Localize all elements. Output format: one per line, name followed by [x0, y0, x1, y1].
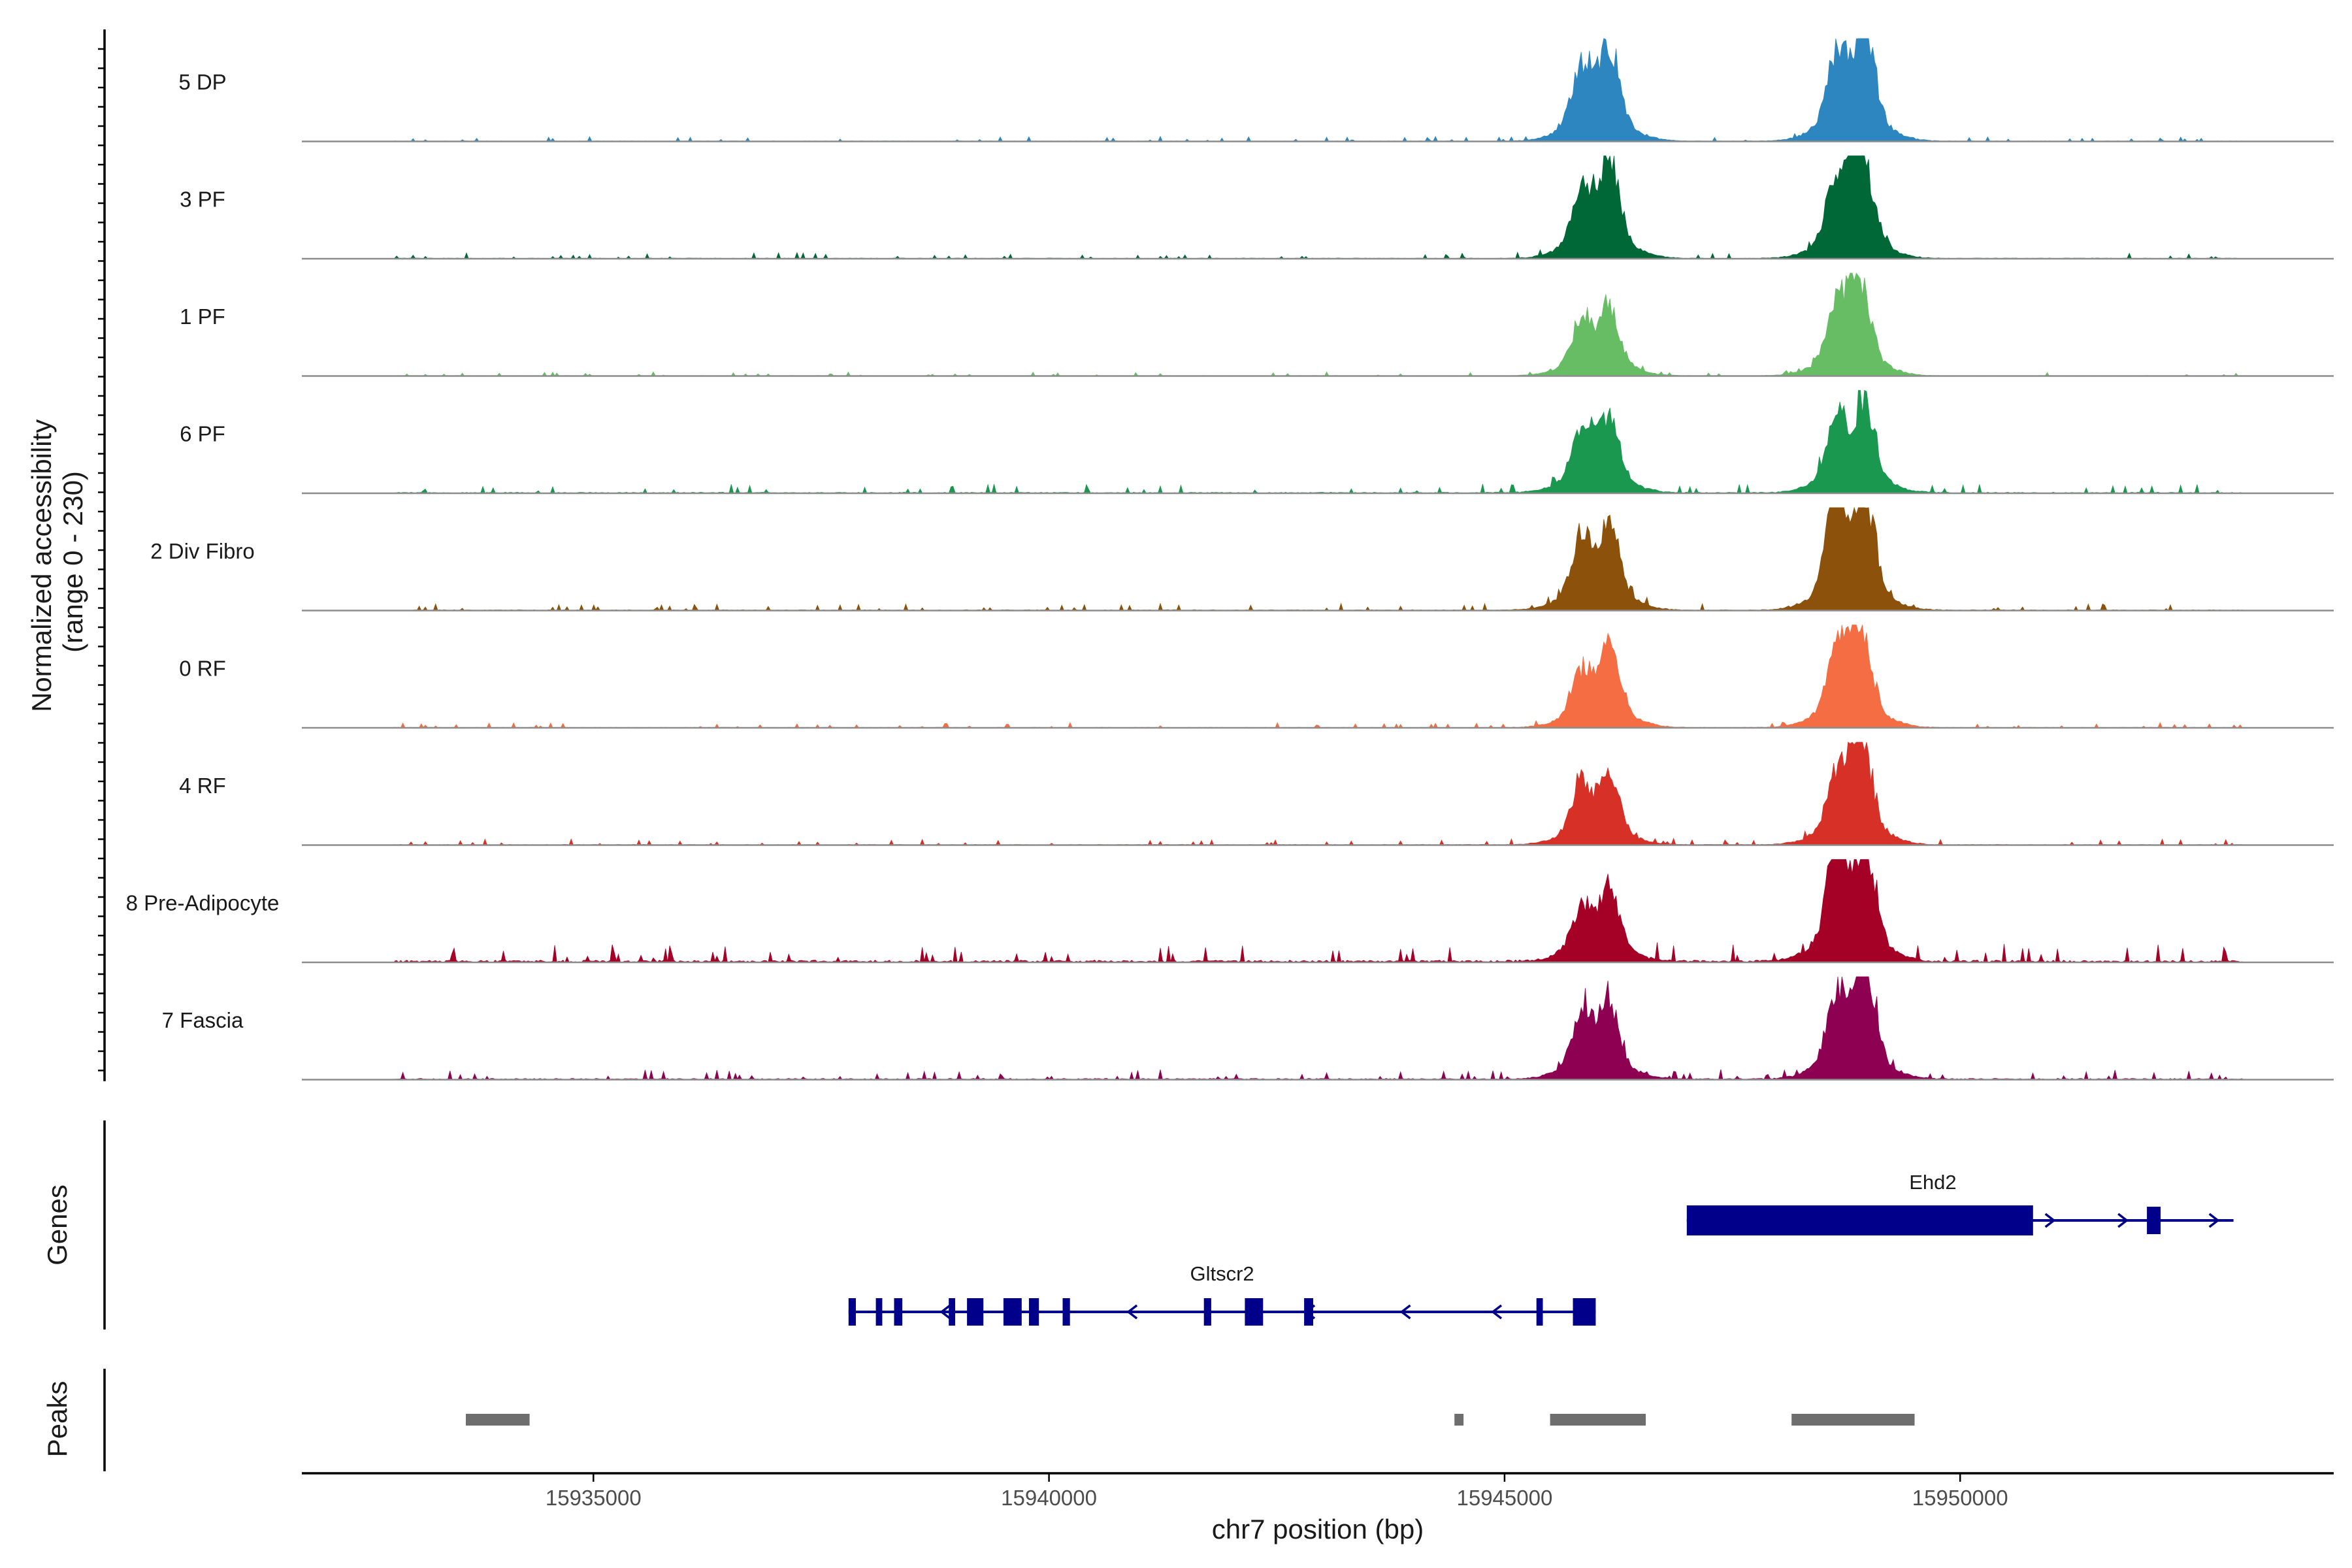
track-5-dp: 5 DP [178, 38, 2334, 142]
peak-regions [466, 1414, 1915, 1426]
gene-exon [967, 1298, 984, 1326]
coverage-y-ticks [98, 48, 105, 1071]
gene-gltscr2: Gltscr2 [848, 1262, 1596, 1326]
peaks-panel-label: Peaks [42, 1381, 73, 1458]
strand-chevron [939, 1304, 951, 1320]
track-4-rf: 4 RF [179, 742, 2334, 846]
gene-ehd2: Ehd2 [1686, 1171, 2234, 1235]
track-label: 6 PF [180, 422, 225, 446]
y-axis-title: Normalized accessibility (range 0 - 230) [26, 412, 88, 712]
track-0-rf: 0 RF [179, 625, 2334, 729]
gene-exon [1003, 1298, 1022, 1326]
track-label: 4 RF [179, 774, 226, 798]
track-label: 7 Fascia [162, 1008, 244, 1032]
gene-exon [875, 1298, 883, 1326]
y-axis-title-line1: Normalized accessibility [26, 419, 57, 712]
peaks-panel: Peaks [42, 1369, 1915, 1471]
y-axis-title-line2: (range 0 - 230) [57, 471, 88, 653]
strand-chevron [1304, 1304, 1316, 1320]
coverage-tracks: 5 DP 3 PF 1 PF 6 PF 2 Div Fibro 0 RF 4 RF 8 Pre… [126, 38, 2334, 1081]
genes-panel: Genes Ehd2 Gltscr2 [42, 1120, 2234, 1330]
peak-region [1791, 1414, 1915, 1426]
strand-chevron [1491, 1304, 1503, 1320]
track-7-fascia: 7 Fascia [162, 976, 2334, 1081]
track-label: 3 PF [180, 188, 225, 212]
x-tick-label: 15950000 [1912, 1486, 2008, 1510]
genes-panel-label: Genes [42, 1184, 73, 1266]
gene-exon [848, 1298, 856, 1326]
gene-exon [1203, 1298, 1211, 1326]
coverage-panel: Normalized accessibility (range 0 - 230)… [26, 29, 2334, 1081]
gene-models: Ehd2 Gltscr2 [848, 1171, 2234, 1326]
track-3-pf: 3 PF [180, 155, 2334, 260]
track-label: 1 PF [180, 304, 225, 329]
strand-chevron [2044, 1213, 2056, 1228]
track-label: 0 RF [179, 657, 226, 681]
track-label: 8 Pre-Adipocyte [126, 891, 280, 915]
x-axis-ticks: 15935000 15940000 15945000 15950000 [546, 1473, 2008, 1510]
strand-chevron [2208, 1213, 2220, 1228]
gene-exon [2147, 1207, 2161, 1234]
track-2-div-fibro: 2 Div Fibro [150, 506, 2334, 612]
peak-region [1550, 1414, 1646, 1426]
x-axis-title: chr7 position (bp) [1212, 1514, 1424, 1544]
gene-exon [1028, 1298, 1039, 1326]
gene-exon [894, 1298, 903, 1326]
strand-chevron [1126, 1304, 1138, 1320]
track-label: 5 DP [178, 70, 226, 94]
track-label: 2 Div Fibro [150, 539, 255, 563]
gene-exon [1686, 1205, 2033, 1235]
x-tick-label: 15940000 [1001, 1486, 1097, 1510]
strand-chevron [2117, 1213, 2129, 1228]
track-1-pf: 1 PF [180, 272, 2334, 377]
x-tick-label: 15945000 [1456, 1486, 1552, 1510]
strand-chevron [1399, 1304, 1411, 1320]
track-8-pre-adipocyte: 8 Pre-Adipocyte [126, 859, 2334, 964]
gene-exon [1304, 1298, 1313, 1326]
peak-region [466, 1414, 530, 1426]
gene-exon [1245, 1298, 1264, 1326]
x-axis: 15935000 15940000 15945000 15950000 chr7 po… [302, 1472, 2334, 1544]
peak-region [1454, 1414, 1464, 1426]
gene-exon [949, 1298, 955, 1326]
gene-exon [1062, 1298, 1070, 1326]
x-tick-label: 15935000 [546, 1486, 642, 1510]
gene-exon [1573, 1298, 1596, 1326]
gene-label: Ehd2 [1909, 1171, 1956, 1194]
track-6-pf: 6 PF [180, 389, 2334, 495]
gene-label: Gltscr2 [1190, 1262, 1254, 1285]
gene-exon [1536, 1298, 1543, 1326]
